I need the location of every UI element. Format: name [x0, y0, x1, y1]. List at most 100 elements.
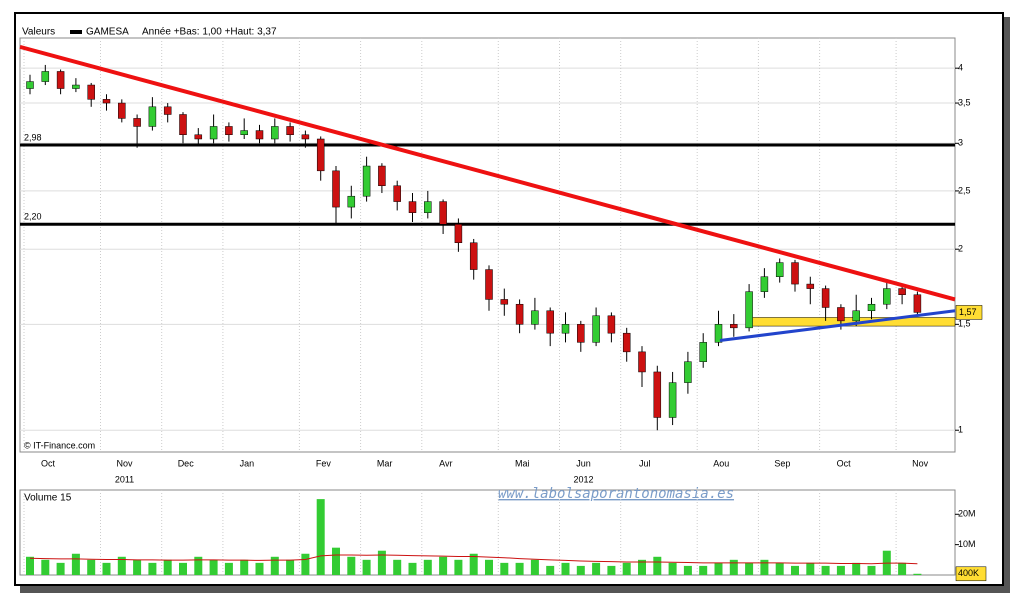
x-tick-label: Nov	[912, 458, 929, 468]
x-tick-label: Oct	[837, 458, 852, 468]
volume-bar	[301, 553, 310, 575]
candle-body	[500, 299, 509, 305]
candle-body	[439, 201, 447, 225]
y-tick-label: 3	[958, 138, 963, 148]
last-volume-box	[955, 566, 987, 582]
volume-bar	[668, 562, 677, 575]
candle-body	[898, 288, 906, 295]
volume-bar	[41, 559, 50, 575]
candle-body	[867, 303, 876, 312]
volume-bar	[607, 565, 616, 575]
volume-bar	[485, 559, 493, 575]
volume-bar	[362, 559, 371, 575]
level-label: 2,20	[24, 212, 42, 222]
legend-series: GAMESA	[86, 27, 129, 38]
x-tick-label: Oct	[41, 458, 56, 468]
volume-bar	[316, 499, 325, 575]
candle-body	[531, 310, 539, 325]
volume-title: Volume 15	[24, 493, 72, 504]
candle-body	[240, 130, 248, 135]
candle-body	[775, 262, 784, 277]
candle-body	[393, 185, 401, 202]
volume-bar	[699, 565, 708, 575]
volume-bar	[867, 565, 876, 575]
candle-body	[362, 165, 371, 197]
candle-body	[806, 283, 815, 289]
x-tick-label: Fev	[316, 458, 332, 468]
y-tick-label: 10M	[958, 539, 976, 549]
candle-body	[821, 288, 830, 308]
volume-bar	[286, 559, 295, 575]
candle-body	[286, 126, 294, 135]
candle-body	[561, 324, 570, 334]
volume-bar	[255, 562, 264, 575]
candle-body	[684, 361, 692, 383]
volume-bar	[194, 556, 203, 575]
candle-body	[332, 170, 340, 208]
candle-body	[26, 81, 34, 89]
y-tick-label: 2,5	[958, 185, 971, 195]
legend-swatch	[70, 30, 82, 34]
volume-bar	[163, 559, 172, 575]
candle-body	[316, 138, 325, 172]
volume-bar	[224, 562, 233, 575]
volume-bar	[439, 556, 448, 575]
volume-bar	[653, 556, 662, 575]
candle-body	[668, 382, 677, 418]
volume-bar	[806, 562, 815, 575]
volume-bar	[240, 559, 249, 575]
candle-body	[179, 114, 187, 135]
x-tick-label: Mai	[515, 458, 530, 468]
volume-bar	[500, 562, 509, 575]
candle-body	[791, 262, 799, 285]
candle-body	[133, 118, 141, 127]
x-tick-label: Mar	[377, 458, 393, 468]
x-tick-label: Nov	[116, 458, 133, 468]
level-label: 2,98	[24, 132, 42, 142]
candle-body	[883, 288, 891, 305]
candle-body	[271, 126, 279, 140]
y-tick-label: 1,5	[958, 319, 971, 329]
candle-body	[347, 195, 356, 208]
y-tick-label: 3,5	[958, 97, 971, 107]
trendline	[719, 309, 956, 342]
candle-body	[852, 310, 860, 322]
watermark: www.labolsaporantonomasia.es	[498, 486, 734, 502]
volume-bar	[592, 562, 601, 575]
volume-bar	[729, 559, 738, 575]
candle-body	[56, 71, 65, 89]
volume-bar	[56, 562, 65, 575]
volume-bar	[102, 562, 111, 575]
volume-bar	[408, 562, 417, 575]
candle-body	[515, 303, 524, 325]
volume-bar	[393, 559, 402, 575]
candle-body	[102, 99, 111, 104]
volume-bar	[469, 553, 478, 575]
volume-bar	[530, 559, 539, 575]
range-text: Année +Bas: 1,00 +Haut: 3,37	[142, 27, 277, 38]
candle-body	[546, 310, 554, 334]
x-tick-label: Avr	[439, 458, 452, 468]
candle-body	[225, 126, 233, 135]
candle-body	[485, 269, 493, 300]
candle-body	[454, 224, 463, 244]
volume-bar	[87, 559, 96, 575]
candle-body	[699, 342, 707, 362]
candle-body	[730, 324, 738, 329]
candle-body	[255, 130, 264, 140]
candle-body	[194, 134, 203, 140]
y-tick-label: 4	[958, 63, 963, 73]
candle-body	[913, 294, 922, 313]
volume-bar	[775, 562, 784, 575]
y-tick-label: 2	[958, 244, 963, 254]
candle-body	[638, 351, 646, 373]
candle-body	[577, 324, 585, 343]
price-panel	[19, 37, 956, 453]
volume-bar	[638, 559, 646, 575]
last-price-label: 1,57	[959, 307, 977, 317]
volume-bar	[852, 562, 861, 575]
volume-bar	[148, 562, 157, 575]
candle-body	[653, 371, 662, 418]
candle-body	[592, 315, 600, 343]
volume-bar	[71, 553, 80, 575]
